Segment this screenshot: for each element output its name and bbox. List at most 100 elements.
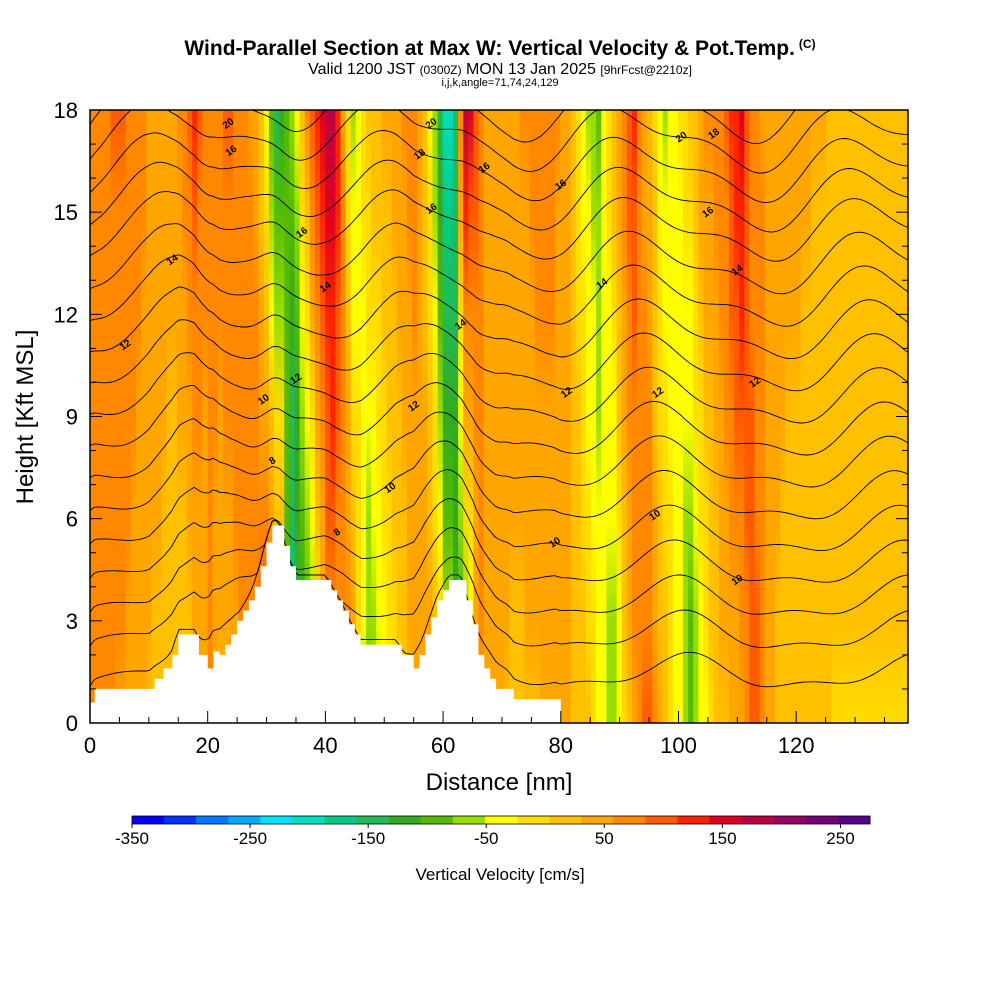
velocity-cell <box>580 110 587 723</box>
velocity-cell <box>268 110 275 723</box>
velocity-cell <box>749 110 756 723</box>
velocity-cell <box>815 110 822 723</box>
velocity-cell <box>867 110 873 723</box>
velocity-cell <box>821 110 827 723</box>
velocity-cell <box>274 110 280 723</box>
velocity-cell <box>846 110 853 723</box>
velocity-cell <box>688 110 694 723</box>
velocity-cell <box>734 110 740 723</box>
colorbar-frame <box>131 815 871 825</box>
x-tick-label: 20 <box>195 733 219 758</box>
colorbar: -350 -250 -150 -50 50 150 250 <box>115 815 871 848</box>
velocity-cell <box>468 110 475 723</box>
colorbar-swatch <box>805 816 839 824</box>
theta-contour-line <box>90 382 908 456</box>
velocity-cell <box>545 110 551 723</box>
velocity-cell <box>836 110 843 723</box>
colorbar-tick-label: 150 <box>708 829 736 848</box>
theta-contour-line <box>90 519 908 615</box>
y-tick-label: 12 <box>54 302 78 327</box>
theta-contour-line <box>90 159 908 233</box>
velocity-cell <box>238 110 244 723</box>
velocity-cell <box>233 110 239 723</box>
velocity-cell <box>861 110 868 723</box>
colorbar-swatch <box>613 816 646 824</box>
velocity-cell <box>320 110 326 723</box>
terrain <box>90 525 561 723</box>
velocity-cell <box>872 110 878 723</box>
velocity-cell <box>141 110 147 723</box>
velocity-cell <box>493 110 500 723</box>
plot-area <box>90 110 908 723</box>
velocity-cell <box>534 110 541 723</box>
x-axis-title: Distance [nm] <box>426 769 573 796</box>
colorbar-swatch <box>260 816 293 824</box>
velocity-cell <box>217 110 224 723</box>
velocity-cell <box>309 110 316 723</box>
velocity-cell <box>452 110 459 723</box>
y-tick-label: 9 <box>66 405 78 430</box>
theta-contour-line <box>90 222 908 295</box>
theta-contour-line <box>90 440 908 520</box>
velocity-cell <box>892 110 899 723</box>
y-axis-title: Height [Kft MSL] <box>12 330 39 505</box>
velocity-cell <box>284 110 290 723</box>
velocity-cell <box>396 110 403 723</box>
velocity-cell <box>442 110 449 723</box>
velocity-cell <box>314 110 321 723</box>
colorbar-tick-label: -250 <box>233 829 267 848</box>
velocity-cell <box>698 110 705 723</box>
velocity-cell <box>151 110 158 723</box>
x-tick-label: 60 <box>431 733 455 758</box>
velocity-cell <box>601 110 607 723</box>
velocity-cell <box>427 110 434 723</box>
velocity-cell <box>785 110 792 723</box>
velocity-cell <box>207 110 214 723</box>
x-tick-label: 0 <box>84 733 96 758</box>
velocity-cell <box>708 110 715 723</box>
velocity-cell <box>376 110 383 723</box>
theta-contour-line <box>90 411 908 488</box>
velocity-cell <box>795 110 802 723</box>
colorbar-swatch <box>741 816 775 824</box>
velocity-cell <box>810 110 817 723</box>
velocity-cell <box>381 110 388 723</box>
chart-title-text: Wind-Parallel Section at Max W: Vertical… <box>184 37 795 60</box>
velocity-cell <box>606 110 613 723</box>
chart-indices: i,j,k,angle=71,74,24,129 <box>441 77 559 89</box>
velocity-cell <box>739 110 745 723</box>
colorbar-swatch <box>196 816 229 824</box>
velocity-cell <box>524 110 531 723</box>
velocity-cell <box>125 110 132 723</box>
velocity-cell <box>560 110 567 723</box>
chart-title: Wind-Parallel Section at Max W: Vertical… <box>0 37 1000 61</box>
velocity-cell <box>585 110 592 723</box>
velocity-cell <box>391 110 398 723</box>
velocity-cell <box>856 110 863 723</box>
velocity-cell <box>780 110 786 723</box>
colorbar-swatch <box>645 816 678 824</box>
velocity-cell <box>642 110 648 723</box>
chart-title-mark: (C) <box>798 37 816 51</box>
velocity-cell <box>769 110 776 723</box>
velocity-cell <box>100 110 106 723</box>
colorbar-tick-label: -350 <box>115 829 149 848</box>
velocity-cell <box>826 110 832 723</box>
velocity-cell <box>110 110 117 723</box>
velocity-cell <box>458 110 464 723</box>
valid-date: MON 13 Jan 2025 <box>466 61 596 78</box>
theta-contour-line <box>90 519 908 648</box>
velocity-cell <box>345 110 352 723</box>
velocity-cell <box>325 110 331 723</box>
x-tick-label: 100 <box>660 733 697 758</box>
colorbar-tick-label: -150 <box>351 829 385 848</box>
velocity-cell <box>504 110 510 723</box>
y-tick-label: 6 <box>66 507 78 532</box>
theta-contour-line <box>90 286 908 360</box>
velocity-cell <box>294 110 301 723</box>
velocity-cell <box>805 110 812 723</box>
velocity-cell <box>790 110 797 723</box>
velocity-cell <box>355 110 362 723</box>
colorbar-swatch <box>837 816 871 824</box>
theta-contour-line <box>90 519 908 688</box>
